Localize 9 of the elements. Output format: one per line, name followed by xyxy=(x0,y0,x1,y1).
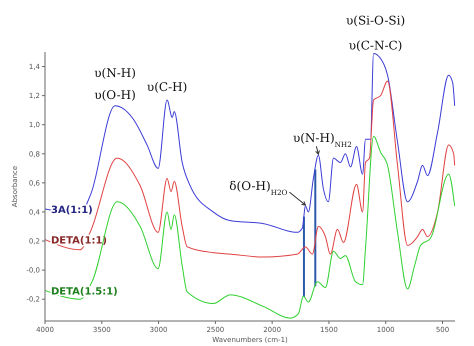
annotation: υ(O-H) xyxy=(94,88,136,102)
annotation: υ(C-N-C) xyxy=(348,38,402,52)
annotation: υ(Si-O-Si) xyxy=(346,13,406,28)
line-series xyxy=(44,80,456,258)
annotation: υ(N-H) xyxy=(94,66,136,80)
annotation: δ(O-H)$_{H2O}$ xyxy=(229,179,288,197)
annotation: υ(C-H) xyxy=(146,80,188,94)
line-series xyxy=(44,52,456,233)
annotation: υ(N-H)$_{NH2}$ xyxy=(292,131,352,149)
